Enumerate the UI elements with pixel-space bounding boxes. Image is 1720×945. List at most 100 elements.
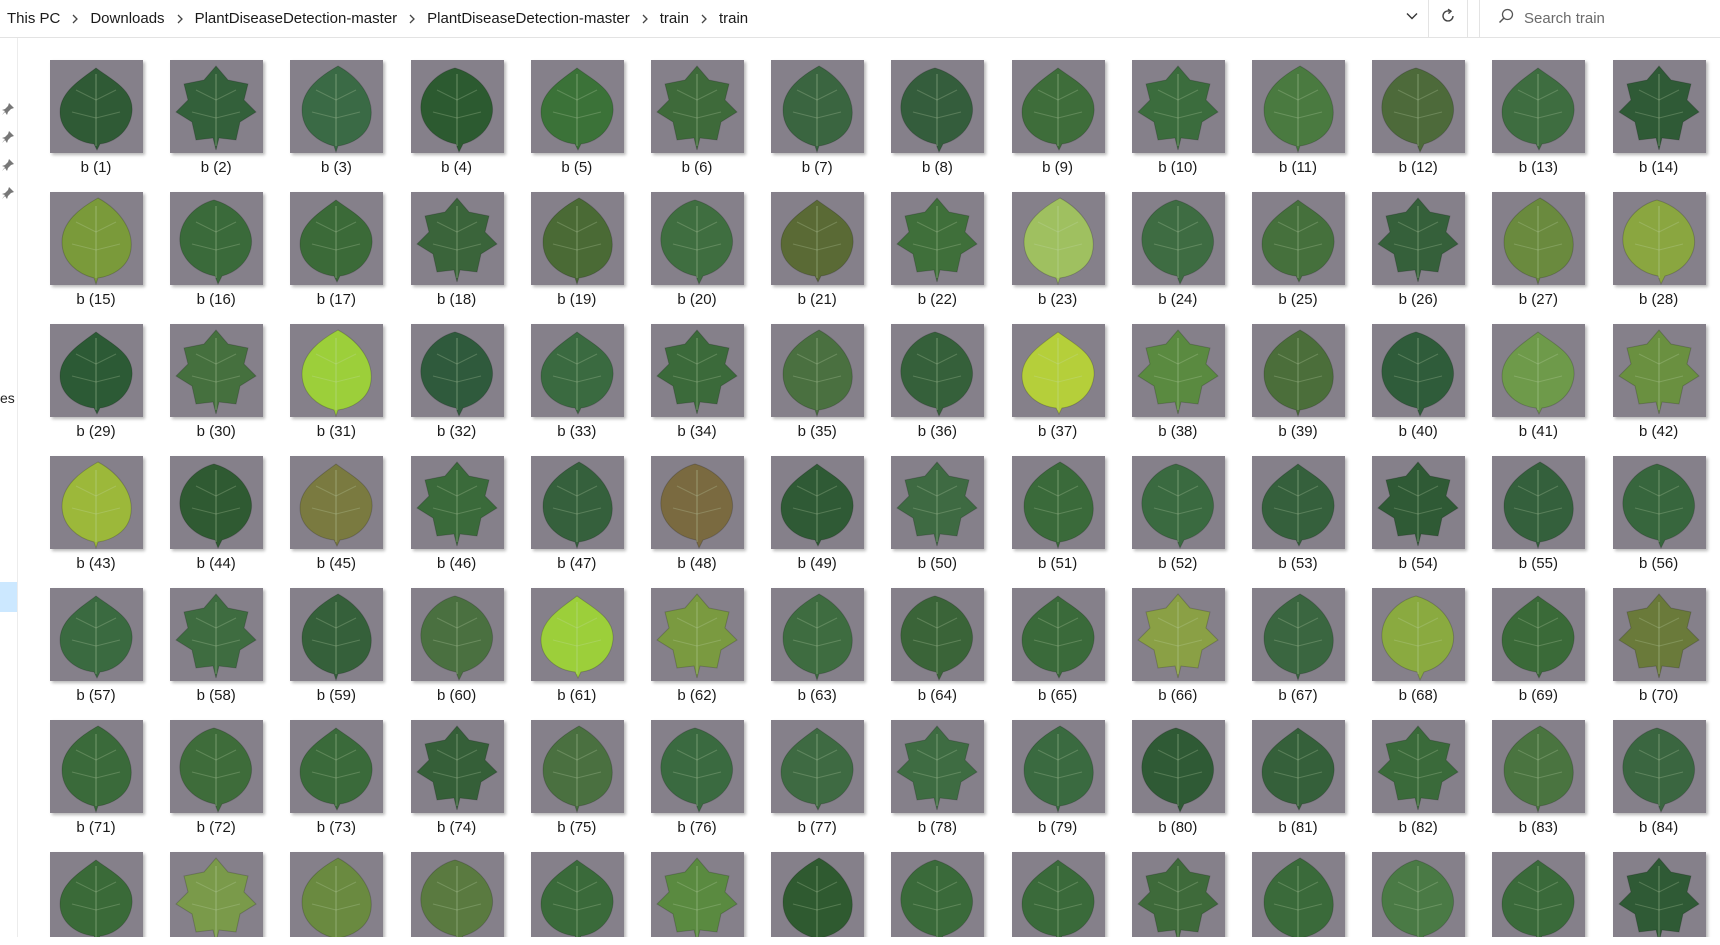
file-item[interactable]: b (73): [280, 718, 392, 848]
leaf-thumbnail[interactable]: [290, 324, 383, 417]
file-name-label[interactable]: b (6): [641, 159, 753, 176]
leaf-thumbnail[interactable]: [170, 324, 263, 417]
file-item[interactable]: b (68): [1362, 586, 1474, 716]
file-item[interactable]: [401, 850, 513, 938]
file-name-label[interactable]: b (11): [1242, 159, 1354, 176]
file-item[interactable]: b (62): [641, 586, 753, 716]
leaf-thumbnail[interactable]: [1132, 720, 1225, 813]
file-name-label[interactable]: b (12): [1362, 159, 1474, 176]
file-name-label[interactable]: b (76): [641, 819, 753, 836]
leaf-thumbnail[interactable]: [771, 852, 864, 938]
file-item[interactable]: b (28): [1603, 190, 1715, 320]
file-item[interactable]: [1122, 850, 1234, 938]
file-name-label[interactable]: b (45): [280, 555, 392, 572]
file-name-label[interactable]: b (1): [40, 159, 152, 176]
file-name-label[interactable]: b (74): [401, 819, 513, 836]
leaf-thumbnail[interactable]: [411, 192, 504, 285]
file-item[interactable]: b (80): [1122, 718, 1234, 848]
leaf-thumbnail[interactable]: [1372, 60, 1465, 153]
file-name-label[interactable]: b (52): [1122, 555, 1234, 572]
leaf-thumbnail[interactable]: [1012, 192, 1105, 285]
file-item[interactable]: b (60): [401, 586, 513, 716]
file-item[interactable]: b (15): [40, 190, 152, 320]
leaf-thumbnail[interactable]: [1613, 588, 1706, 681]
leaf-thumbnail[interactable]: [1372, 456, 1465, 549]
leaf-thumbnail[interactable]: [531, 456, 624, 549]
file-item[interactable]: b (56): [1603, 454, 1715, 584]
file-item[interactable]: [521, 850, 633, 938]
file-item[interactable]: b (81): [1242, 718, 1354, 848]
leaf-thumbnail[interactable]: [651, 852, 744, 938]
file-name-label[interactable]: b (35): [761, 423, 873, 440]
file-name-label[interactable]: b (70): [1603, 687, 1715, 704]
file-name-label[interactable]: b (63): [761, 687, 873, 704]
file-item[interactable]: b (46): [401, 454, 513, 584]
leaf-thumbnail[interactable]: [411, 852, 504, 938]
file-name-label[interactable]: b (59): [280, 687, 392, 704]
file-item[interactable]: b (79): [1002, 718, 1114, 848]
file-item[interactable]: b (30): [160, 322, 272, 452]
file-item[interactable]: b (78): [881, 718, 993, 848]
file-name-label[interactable]: b (7): [761, 159, 873, 176]
leaf-thumbnail[interactable]: [50, 720, 143, 813]
leaf-thumbnail[interactable]: [651, 324, 744, 417]
file-item[interactable]: b (25): [1242, 190, 1354, 320]
leaf-thumbnail[interactable]: [1613, 720, 1706, 813]
leaf-thumbnail[interactable]: [1132, 192, 1225, 285]
file-item[interactable]: b (66): [1122, 586, 1234, 716]
file-item[interactable]: b (13): [1482, 58, 1594, 188]
leaf-thumbnail[interactable]: [411, 60, 504, 153]
file-name-label[interactable]: b (19): [521, 291, 633, 308]
file-name-label[interactable]: b (51): [1002, 555, 1114, 572]
leaf-thumbnail[interactable]: [1613, 60, 1706, 153]
file-item[interactable]: b (38): [1122, 322, 1234, 452]
file-item[interactable]: b (9): [1002, 58, 1114, 188]
file-name-label[interactable]: b (9): [1002, 159, 1114, 176]
leaf-thumbnail[interactable]: [771, 720, 864, 813]
file-item[interactable]: b (2): [160, 58, 272, 188]
file-name-label[interactable]: b (68): [1362, 687, 1474, 704]
file-name-label[interactable]: b (21): [761, 291, 873, 308]
file-name-label[interactable]: b (33): [521, 423, 633, 440]
leaf-thumbnail[interactable]: [1132, 60, 1225, 153]
file-name-label[interactable]: b (82): [1362, 819, 1474, 836]
leaf-thumbnail[interactable]: [1372, 588, 1465, 681]
leaf-thumbnail[interactable]: [891, 324, 984, 417]
file-item[interactable]: b (4): [401, 58, 513, 188]
leaf-thumbnail[interactable]: [651, 588, 744, 681]
file-name-label[interactable]: b (23): [1002, 291, 1114, 308]
file-name-label[interactable]: b (14): [1603, 159, 1715, 176]
leaf-thumbnail[interactable]: [531, 192, 624, 285]
file-item[interactable]: b (34): [641, 322, 753, 452]
leaf-thumbnail[interactable]: [651, 720, 744, 813]
file-item[interactable]: b (3): [280, 58, 392, 188]
file-name-label[interactable]: b (30): [160, 423, 272, 440]
leaf-thumbnail[interactable]: [411, 720, 504, 813]
file-item[interactable]: b (84): [1603, 718, 1715, 848]
file-item[interactable]: [160, 850, 272, 938]
file-name-label[interactable]: b (49): [761, 555, 873, 572]
leaf-thumbnail[interactable]: [1492, 720, 1585, 813]
leaf-thumbnail[interactable]: [1252, 456, 1345, 549]
leaf-thumbnail[interactable]: [1012, 720, 1105, 813]
file-name-label[interactable]: b (22): [881, 291, 993, 308]
file-item[interactable]: [1603, 850, 1715, 938]
file-item[interactable]: b (33): [521, 322, 633, 452]
file-item[interactable]: b (52): [1122, 454, 1234, 584]
file-item[interactable]: b (10): [1122, 58, 1234, 188]
leaf-thumbnail[interactable]: [1372, 192, 1465, 285]
leaf-thumbnail[interactable]: [290, 192, 383, 285]
leaf-thumbnail[interactable]: [891, 720, 984, 813]
leaf-thumbnail[interactable]: [1492, 60, 1585, 153]
file-name-label[interactable]: b (5): [521, 159, 633, 176]
file-item[interactable]: b (27): [1482, 190, 1594, 320]
file-item[interactable]: b (11): [1242, 58, 1354, 188]
chevron-right-icon[interactable]: [692, 10, 716, 27]
file-name-label[interactable]: b (44): [160, 555, 272, 572]
file-item[interactable]: b (37): [1002, 322, 1114, 452]
file-item[interactable]: b (12): [1362, 58, 1474, 188]
file-item[interactable]: [1242, 850, 1354, 938]
breadcrumb-item[interactable]: PlantDiseaseDetection-master: [192, 10, 401, 27]
file-name-label[interactable]: b (8): [881, 159, 993, 176]
leaf-thumbnail[interactable]: [1613, 192, 1706, 285]
